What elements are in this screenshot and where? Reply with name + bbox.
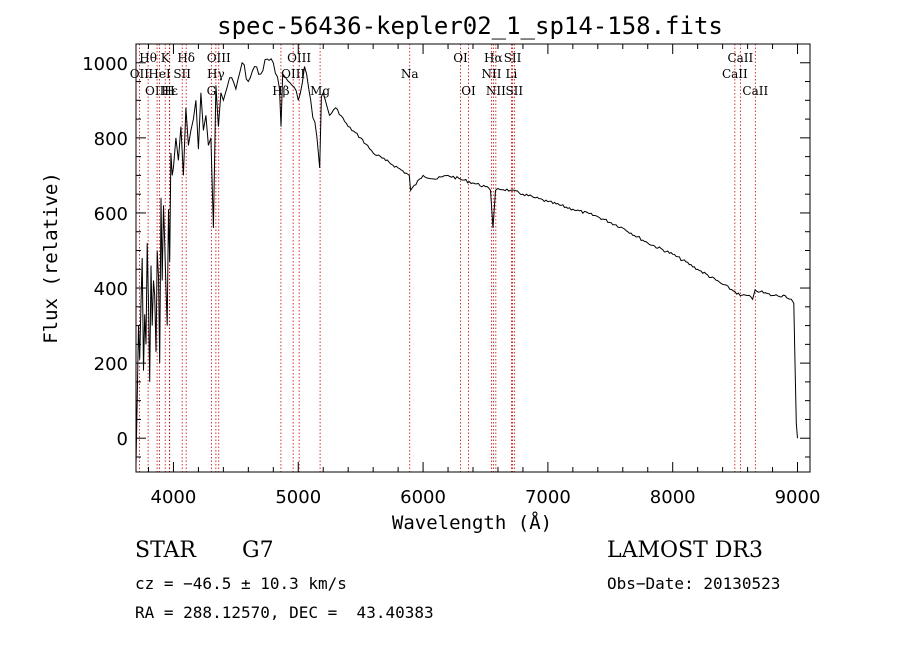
x-tick-label: 7000	[525, 487, 571, 508]
chart-title: spec-56436-kepler02_1_sp14-158.fits	[217, 12, 723, 40]
x-tick-label: 5000	[275, 487, 321, 508]
line-label: Hγ	[207, 67, 225, 81]
redshift-text: cz = −46.5 ± 10.3 km/s	[135, 574, 347, 593]
survey-name: LAMOST DR3	[607, 538, 763, 563]
line-label: K	[161, 51, 171, 65]
y-axis-label: Flux (relative)	[40, 172, 62, 344]
line-label: Hβ	[272, 84, 289, 98]
plot-frame	[135, 43, 811, 473]
line-label: SII	[504, 51, 522, 65]
line-label: OIII	[281, 67, 305, 81]
line-label: SII	[505, 84, 523, 98]
y-axis-ticks: 0 200 400 600 800 1000	[82, 43, 810, 458]
line-label: Hα	[484, 51, 503, 65]
x-tick-label: 9000	[775, 487, 821, 508]
x-axis-label: Wavelength (Å)	[392, 511, 552, 534]
x-axis-ticks: 4000 5000 6000 7000 8000 9000	[147, 44, 821, 508]
line-label: NII	[481, 67, 501, 81]
x-tick-label: 4000	[151, 487, 197, 508]
x-tick-label: 8000	[650, 487, 696, 508]
coordinates-text: RA = 288.12570, DEC = 43.40383	[135, 603, 434, 622]
y-tick-label: 0	[117, 429, 128, 450]
line-label: Mg	[310, 84, 330, 98]
object-class: STAR	[135, 538, 196, 563]
obs-date-text: Obs−Date: 20130523	[607, 574, 781, 593]
line-label: OII	[130, 67, 150, 81]
line-label: OIII	[207, 51, 231, 65]
line-label: CaII	[742, 84, 768, 98]
line-label: CaII	[727, 51, 753, 65]
line-label: Hε	[161, 84, 178, 98]
line-label: OI	[461, 84, 476, 98]
object-subclass: G7	[242, 538, 274, 563]
y-tick-label: 1000	[82, 54, 128, 75]
line-label: CaII	[722, 67, 748, 81]
line-label: OIII	[145, 84, 169, 98]
line-label: Li	[506, 67, 518, 81]
y-tick-label: 600	[94, 204, 128, 225]
line-label: OIII	[287, 51, 311, 65]
y-tick-label: 400	[94, 279, 128, 300]
y-tick-label: 800	[94, 129, 128, 150]
x-tick-label: 6000	[400, 487, 446, 508]
line-label: H	[164, 84, 174, 98]
line-label: HeI	[148, 67, 171, 81]
line-label: Hδ	[177, 51, 195, 65]
flux-series-line	[135, 58, 798, 465]
line-label: Hθ	[139, 51, 157, 65]
line-label: SII	[173, 67, 191, 81]
y-tick-label: 200	[94, 354, 128, 375]
line-label: G	[207, 84, 217, 98]
line-label: Na	[401, 67, 419, 81]
spectral-line-markers	[138, 44, 756, 472]
line-label: OI	[453, 51, 468, 65]
line-label: NII	[486, 84, 506, 98]
